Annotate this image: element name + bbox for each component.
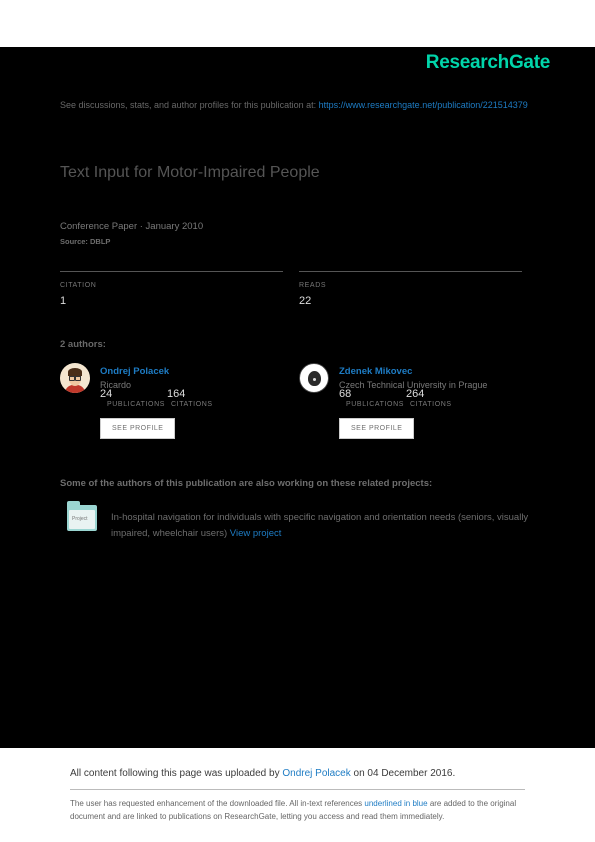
- see-profile-button[interactable]: SEE PROFILE: [100, 418, 175, 439]
- stats-divider-right: [299, 271, 522, 272]
- publication-url-link[interactable]: https://www.researchgate.net/publication…: [319, 100, 528, 110]
- project-text: In-hospital navigation for individuals w…: [111, 512, 528, 539]
- upload-suffix: on 04 December 2016.: [354, 768, 456, 779]
- authors-header: 2 authors:: [60, 339, 106, 350]
- underlined-in-blue-link[interactable]: underlined in blue: [364, 799, 427, 808]
- author-publications-label: PUBLICATIONS: [346, 401, 404, 408]
- author-avatar[interactable]: [60, 363, 90, 393]
- author-citations-label: CITATIONS: [171, 401, 213, 408]
- author-citations-count: 264: [406, 388, 424, 400]
- citation-count: 1: [60, 295, 66, 307]
- reads-label: READS: [299, 282, 326, 289]
- page-top-whitespace: [0, 0, 595, 47]
- author-publications-label: PUBLICATIONS: [107, 401, 165, 408]
- related-projects-header: Some of the authors of this publication …: [60, 478, 540, 489]
- publication-meta: Conference Paper · January 2010: [60, 221, 203, 232]
- avatar-placeholder-icon: [299, 363, 329, 393]
- uploader-name-link[interactable]: Ondrej Polacek: [282, 768, 350, 779]
- disclaimer-a: The user has requested enhancement of th…: [70, 799, 364, 808]
- researchgate-logo[interactable]: ResearchGate: [426, 52, 550, 74]
- publication-title[interactable]: Text Input for Motor-Impaired People: [60, 162, 540, 184]
- intro-text: See discussions, stats, and author profi…: [60, 100, 528, 110]
- author-name-link[interactable]: Ondrej Polacek: [100, 366, 169, 377]
- upload-info: All content following this page was uplo…: [70, 768, 455, 779]
- author-publications-count: 68: [339, 388, 351, 400]
- reads-count: 22: [299, 295, 311, 307]
- avatar-placeholder-icon: [60, 363, 90, 393]
- publication-source: Source: DBLP: [60, 237, 110, 246]
- footer-disclaimer: The user has requested enhancement of th…: [70, 797, 530, 823]
- footer-divider: [70, 789, 525, 790]
- upload-prefix: All content following this page was uplo…: [70, 768, 282, 779]
- see-profile-button[interactable]: SEE PROFILE: [339, 418, 414, 439]
- citation-label: CITATION: [60, 282, 96, 289]
- project-icon[interactable]: [67, 505, 97, 531]
- project-description: In-hospital navigation for individuals w…: [111, 510, 531, 542]
- author-avatar[interactable]: [299, 363, 329, 393]
- author-citations-label: CITATIONS: [410, 401, 452, 408]
- stats-divider-left: [60, 271, 283, 272]
- footer-panel: [0, 748, 595, 842]
- intro-prefix: See discussions, stats, and author profi…: [60, 100, 319, 110]
- author-name-link[interactable]: Zdenek Mikovec: [339, 366, 412, 377]
- author-citations-count: 164: [167, 388, 185, 400]
- author-publications-count: 24: [100, 388, 112, 400]
- view-project-link[interactable]: View project: [230, 528, 282, 539]
